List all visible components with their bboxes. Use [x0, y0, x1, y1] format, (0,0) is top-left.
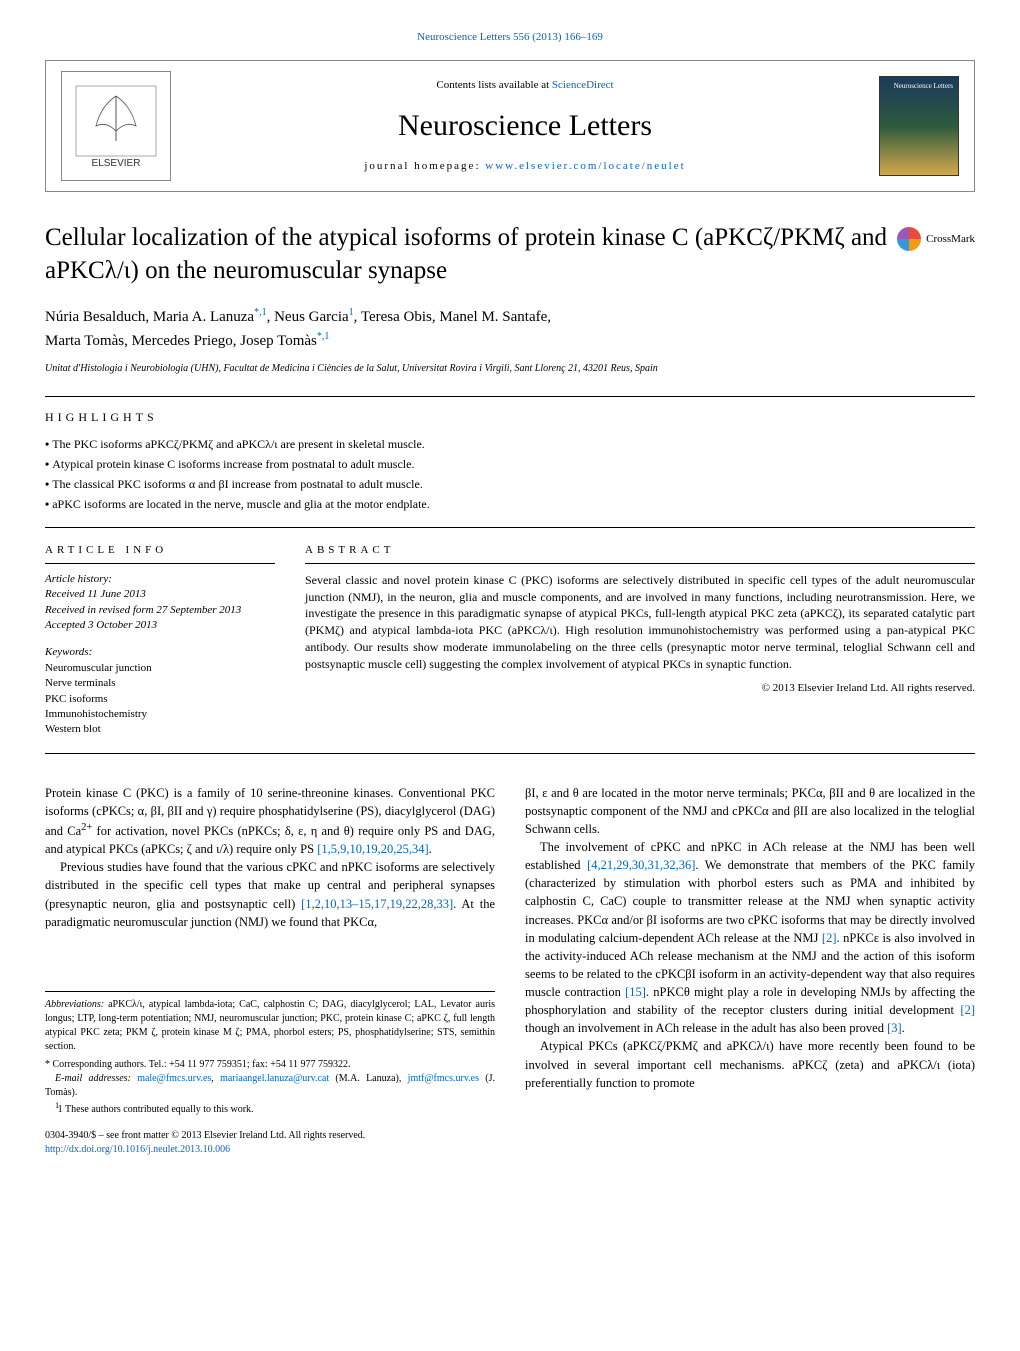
elsevier-logo: ELSEVIER: [61, 71, 171, 181]
corresponding-author: * Corresponding authors. Tel.: +54 11 97…: [45, 1058, 495, 1072]
article-title: Cellular localization of the atypical is…: [45, 222, 975, 287]
abstract-column: abstract Several classic and novel prote…: [305, 543, 975, 737]
keyword: Neuromuscular junction: [45, 661, 275, 676]
highlight-item: Atypical protein kinase C isoforms incre…: [45, 456, 975, 473]
body-columns: Protein kinase C (PKC) is a family of 10…: [45, 784, 975, 1157]
citation-ref[interactable]: [1,5,9,10,19,20,25,34]: [317, 842, 428, 856]
keyword: Immunohistochemistry: [45, 707, 275, 722]
affiliation: Unitat d'Histologia i Neurobiologia (UHN…: [45, 362, 975, 376]
accepted-date: Accepted 3 October 2013: [45, 618, 275, 633]
abstract-text: Several classic and novel protein kinase…: [305, 572, 975, 673]
abstract-heading: abstract: [305, 543, 975, 563]
crossmark-badge[interactable]: CrossMark: [897, 227, 975, 251]
citation-ref[interactable]: [4,21,29,30,31,32,36]: [587, 858, 695, 872]
body-paragraph: Atypical PKCs (aPKCζ/PKMζ and aPKCλ/ι) h…: [525, 1037, 975, 1091]
divider: [45, 396, 975, 397]
author-note: 1 1 These authors contributed equally to…: [45, 1100, 495, 1117]
citation-ref[interactable]: [2]: [960, 1003, 975, 1017]
email-addresses: E-mail addresses: male@fmcs.urv.es, mari…: [45, 1072, 495, 1100]
crossmark-icon: [897, 227, 921, 251]
history-label: Article history:: [45, 572, 275, 587]
highlights-heading: highlights: [45, 409, 975, 426]
info-abstract-row: article info Article history: Received 1…: [45, 543, 975, 737]
article-history: Article history: Received 11 June 2013 R…: [45, 572, 275, 634]
article-info-column: article info Article history: Received 1…: [45, 543, 275, 737]
body-paragraph: The involvement of cPKC and nPKC in ACh …: [525, 838, 975, 1037]
received-date: Received 11 June 2013: [45, 587, 275, 602]
body-paragraph: Protein kinase C (PKC) is a family of 10…: [45, 784, 495, 859]
authors: Núria Besalduch, Maria A. Lanuza*,1, Neu…: [45, 305, 975, 352]
citation-ref[interactable]: [15]: [625, 985, 646, 999]
body-right-column: βI, ε and θ are located in the motor ner…: [525, 784, 975, 1157]
citation-ref[interactable]: [1,2,10,13–15,17,19,22,28,33]: [301, 897, 453, 911]
keyword: Western blot: [45, 722, 275, 737]
homepage-link[interactable]: www.elsevier.com/locate/neulet: [485, 160, 685, 172]
divider: [45, 527, 975, 528]
journal-header: ELSEVIER Contents lists available at Sci…: [45, 60, 975, 192]
keyword: PKC isoforms: [45, 692, 275, 707]
abstract-copyright: © 2013 Elsevier Ireland Ltd. All rights …: [305, 681, 975, 696]
sciencedirect-link[interactable]: ScienceDirect: [552, 79, 614, 91]
highlight-item: The PKC isoforms aPKCζ/PKMζ and aPKCλ/ι …: [45, 436, 975, 453]
elsevier-tree-icon: ELSEVIER: [71, 81, 161, 171]
abbreviations: Abbreviations: aPKCλ/ι, atypical lambda-…: [45, 998, 495, 1054]
body-left-column: Protein kinase C (PKC) is a family of 10…: [45, 784, 495, 1157]
citation-link[interactable]: Neuroscience Letters 556 (2013) 166–169: [45, 30, 975, 45]
author-sup-3[interactable]: *,1: [317, 331, 330, 342]
citation-ref[interactable]: [3]: [887, 1021, 902, 1035]
doi-link[interactable]: http://dx.doi.org/10.1016/j.neulet.2013.…: [45, 1144, 230, 1155]
authors-part-1: Núria Besalduch, Maria A. Lanuza: [45, 309, 254, 325]
footer-meta: 0304-3940/$ – see front matter © 2013 El…: [45, 1129, 495, 1157]
issn-line: 0304-3940/$ – see front matter © 2013 El…: [45, 1129, 495, 1143]
footnotes: Abbreviations: aPKCλ/ι, atypical lambda-…: [45, 991, 495, 1117]
citation-ref[interactable]: [2]: [822, 931, 837, 945]
email-link[interactable]: mariaangel.lanuza@urv.cat: [220, 1073, 329, 1084]
highlight-item: The classical PKC isoforms α and βI incr…: [45, 476, 975, 493]
authors-part-3: , Teresa Obis, Manel M. Santafe,: [354, 309, 551, 325]
svg-text:ELSEVIER: ELSEVIER: [92, 158, 141, 169]
journal-header-center: Contents lists available at ScienceDirec…: [171, 78, 879, 175]
highlight-item: aPKC isoforms are located in the nerve, …: [45, 496, 975, 513]
authors-part-2: , Neus Garcia: [267, 309, 349, 325]
authors-part-4: Marta Tomàs, Mercedes Priego, Josep Tomà…: [45, 333, 317, 349]
divider: [45, 753, 975, 754]
email-link[interactable]: male@fmcs.urv.es: [137, 1073, 211, 1084]
keyword: Nerve terminals: [45, 676, 275, 691]
citation-text[interactable]: Neuroscience Letters 556 (2013) 166–169: [417, 31, 603, 43]
keywords-label: Keywords:: [45, 645, 275, 660]
contents-prefix: Contents lists available at: [436, 79, 551, 91]
crossmark-label: CrossMark: [926, 232, 975, 247]
body-paragraph: βI, ε and θ are located in the motor ner…: [525, 784, 975, 838]
journal-cover-thumbnail: Neuroscience Letters: [879, 76, 959, 176]
contents-available: Contents lists available at ScienceDirec…: [171, 78, 879, 93]
journal-title: Neuroscience Letters: [171, 105, 879, 147]
body-paragraph: Previous studies have found that the var…: [45, 858, 495, 931]
keywords-block: Keywords: Neuromuscular junction Nerve t…: [45, 645, 275, 737]
email-link[interactable]: jmtf@fmcs.urv.es: [408, 1073, 479, 1084]
homepage-prefix: journal homepage:: [364, 160, 485, 172]
cover-label: Neuroscience Letters: [894, 82, 953, 92]
journal-homepage: journal homepage: www.elsevier.com/locat…: [171, 159, 879, 174]
author-sup-1[interactable]: *,1: [254, 307, 267, 318]
revised-date: Received in revised form 27 September 20…: [45, 603, 275, 618]
article-info-heading: article info: [45, 543, 275, 563]
highlights-list: The PKC isoforms aPKCζ/PKMζ and aPKCλ/ι …: [45, 436, 975, 512]
